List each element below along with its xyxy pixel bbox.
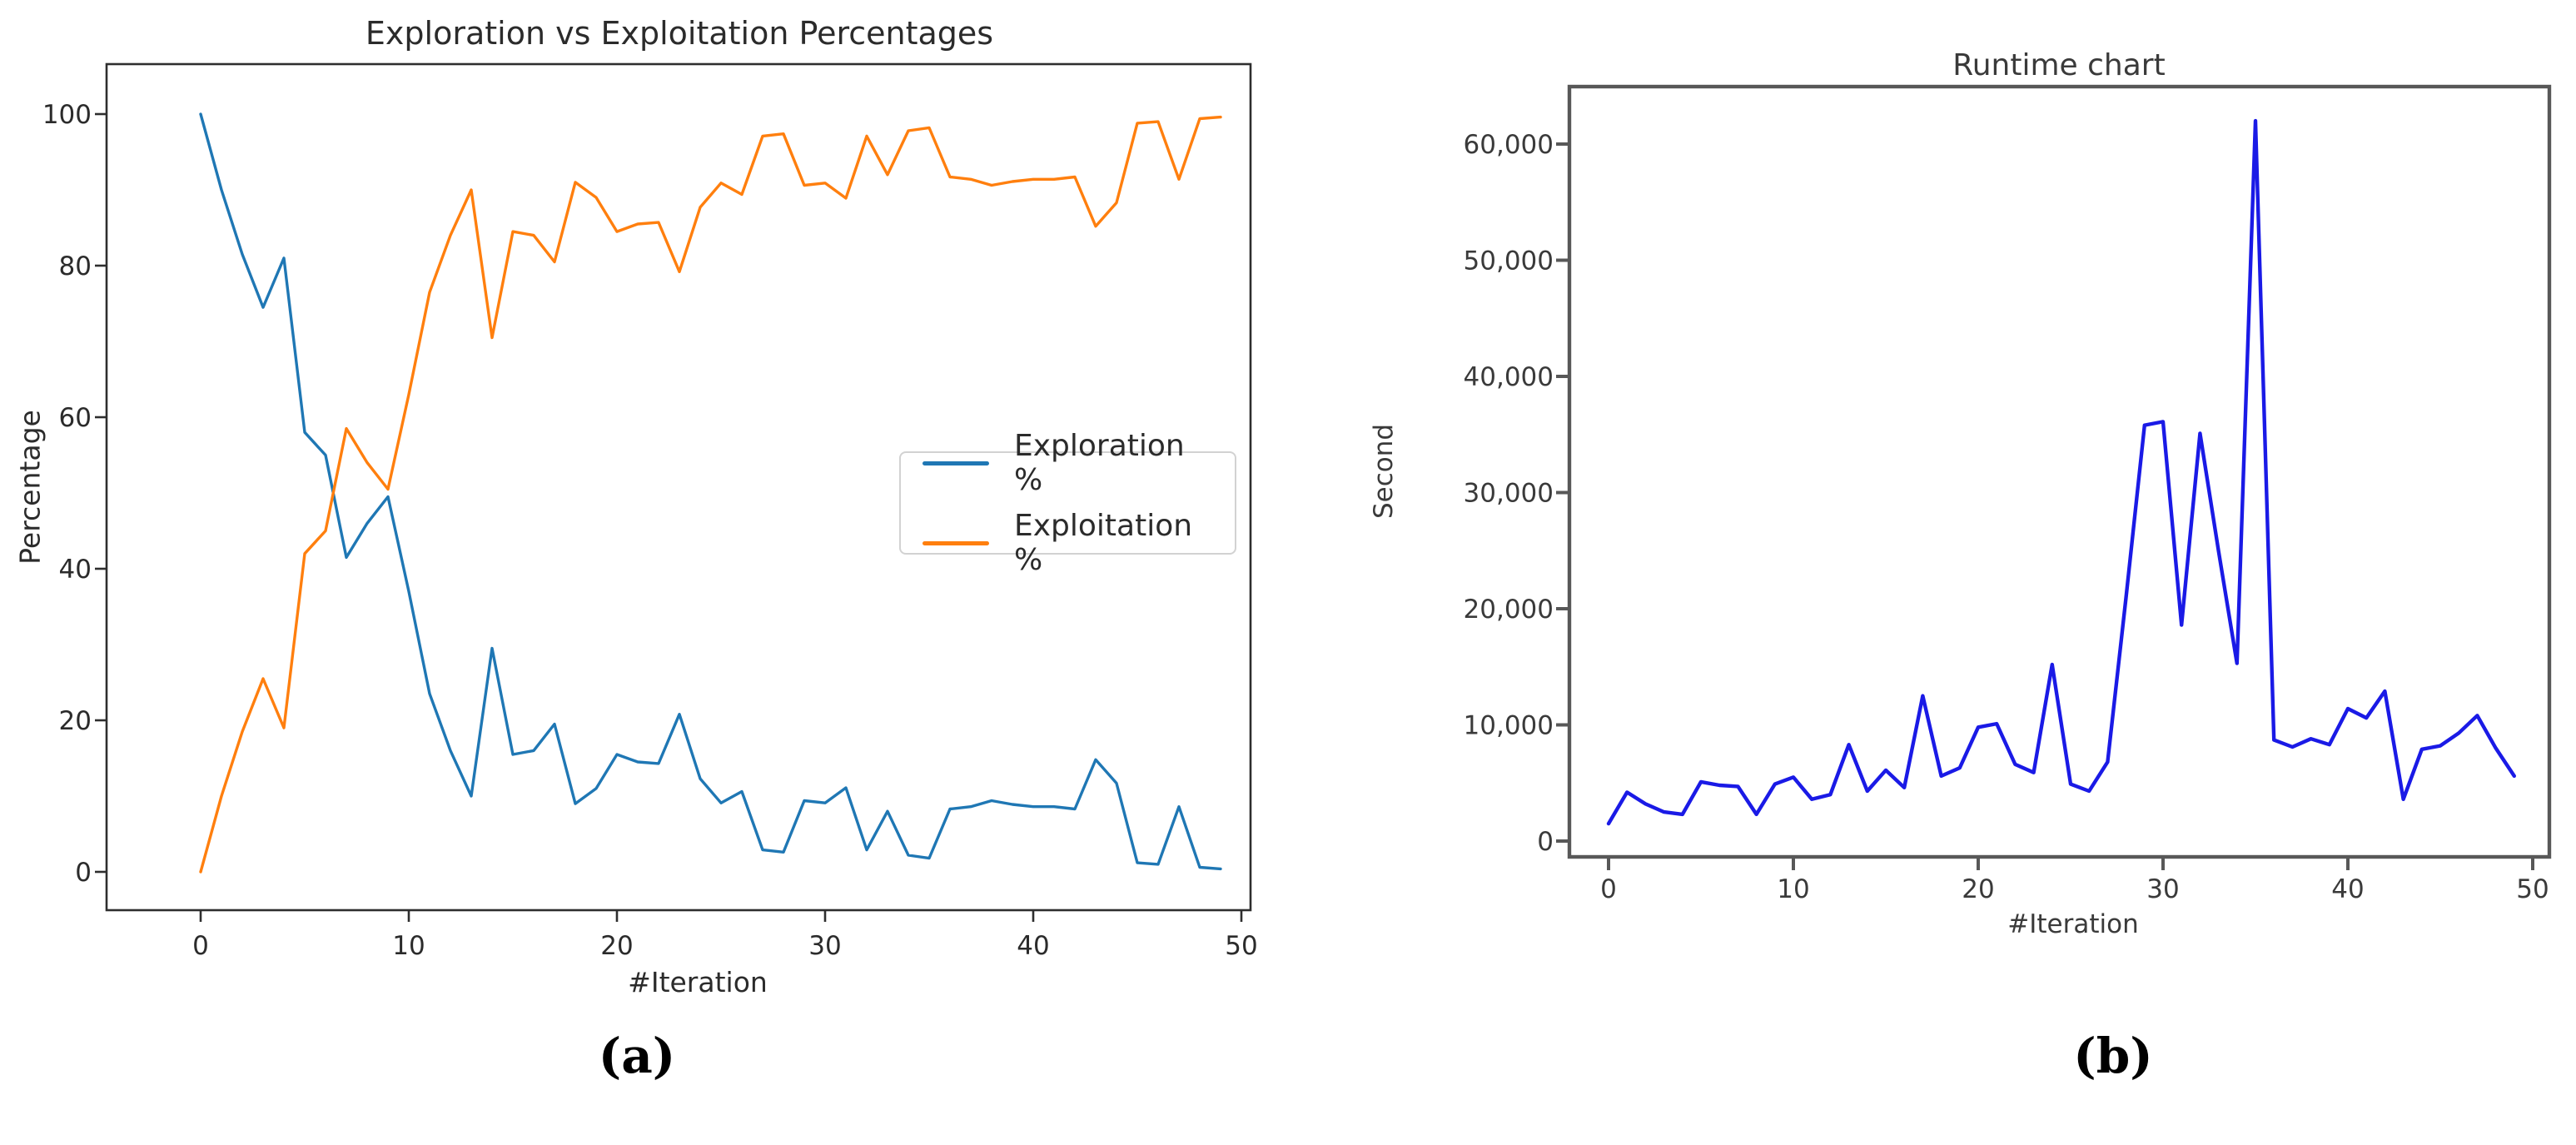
- chart-a-x-tick-label: 30: [808, 931, 841, 961]
- chart-b-series-runtime-line: [1606, 118, 2517, 826]
- chart-b-y-tick-label: 20,000: [1464, 595, 1554, 625]
- caption-b: (b): [2073, 1028, 2153, 1084]
- chart-b-x-tick-label: 20: [1962, 874, 1994, 904]
- legend: Exploration % Exploitation %: [899, 429, 1236, 577]
- chart-b-x-tick-label: 0: [1600, 874, 1617, 904]
- chart-a-title: Exploration vs Exploitation Percentages: [365, 15, 994, 52]
- chart-a-series-exploration-line: [199, 112, 1222, 871]
- chart-b-ylabel: Second: [1369, 423, 1399, 520]
- legend-item-exploration: Exploration %: [922, 429, 1213, 497]
- chart-b-x-tick-label: 50: [2516, 874, 2549, 904]
- chart-a-x-tick-label: 10: [392, 931, 425, 961]
- chart-b-frame: [1567, 84, 2552, 859]
- chart-a-frame: [105, 62, 1252, 912]
- chart-a-x-tick-label: 40: [1017, 931, 1049, 961]
- chart-b-y-tick-label: 60,000: [1464, 130, 1554, 160]
- chart-a-y-tick-label: 20: [59, 706, 92, 736]
- chart-a-x-tick-label: 50: [1225, 931, 1257, 961]
- chart-a-y-tick-label: 80: [59, 251, 92, 281]
- chart-a-series-exploitation-line: [199, 115, 1222, 874]
- chart-b-x-tick-label: 40: [2331, 874, 2364, 904]
- chart-a-y-tick-label: 0: [75, 858, 92, 888]
- chart-a-x-tick-label: 20: [600, 931, 633, 961]
- chart-b-y-tick-label: 30,000: [1464, 479, 1554, 509]
- chart-b-x-tick-label: 10: [1777, 874, 1809, 904]
- chart-b-x-tick-label: 30: [2146, 874, 2179, 904]
- chart-b-y-tick-label: 10,000: [1464, 711, 1554, 741]
- exploitation-line-swatch: [922, 540, 989, 545]
- chart-a-y-tick-label: 40: [59, 555, 92, 585]
- chart-b-title: Runtime chart: [1952, 48, 2166, 82]
- chart-a-xlabel: #Iteration: [628, 966, 768, 998]
- chart-b-y-tick-label: 0: [1537, 827, 1554, 857]
- chart-b-xlabel: #Iteration: [2007, 909, 2139, 939]
- legend-item-exploitation: Exploitation %: [922, 509, 1213, 577]
- chart-a-x-tick-label: 0: [192, 931, 209, 961]
- chart-b-y-tick-label: 50,000: [1464, 246, 1554, 276]
- legend-label-exploitation: Exploitation %: [1014, 509, 1193, 577]
- caption-a: (a): [598, 1028, 676, 1084]
- legend-label-exploration: Exploration %: [1014, 429, 1185, 497]
- chart-a-ylabel: Percentage: [13, 410, 47, 565]
- exploration-line-swatch: [922, 460, 989, 465]
- chart-b-y-tick-label: 40,000: [1464, 362, 1554, 392]
- chart-a-y-tick-label: 60: [59, 403, 92, 433]
- chart-a-y-tick-label: 100: [42, 100, 92, 130]
